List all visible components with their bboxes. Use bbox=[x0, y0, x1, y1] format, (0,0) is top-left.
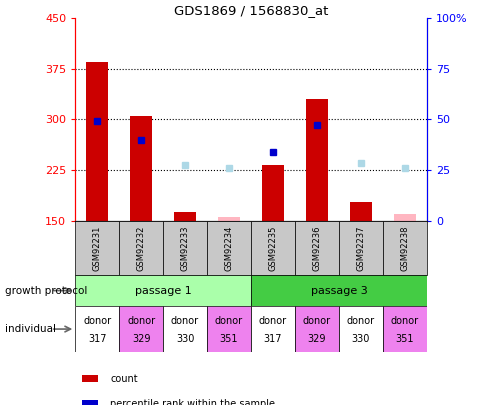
Bar bbox=[130, 116, 152, 221]
Bar bbox=[75, 306, 119, 352]
Text: donor: donor bbox=[127, 315, 155, 326]
Text: 351: 351 bbox=[395, 334, 413, 344]
Bar bbox=[294, 221, 338, 275]
Text: GSM92231: GSM92231 bbox=[92, 225, 102, 271]
Bar bbox=[207, 221, 251, 275]
Text: GSM92235: GSM92235 bbox=[268, 225, 277, 271]
Bar bbox=[218, 217, 240, 221]
Text: growth protocol: growth protocol bbox=[5, 286, 87, 296]
Bar bbox=[82, 401, 98, 405]
Bar bbox=[86, 62, 108, 221]
Bar bbox=[393, 214, 415, 221]
Bar bbox=[119, 221, 163, 275]
Bar bbox=[82, 375, 98, 382]
Text: GSM92238: GSM92238 bbox=[399, 225, 408, 271]
Bar bbox=[338, 221, 382, 275]
Text: GSM92236: GSM92236 bbox=[312, 225, 321, 271]
Bar bbox=[119, 306, 163, 352]
Bar bbox=[251, 275, 426, 306]
Text: count: count bbox=[110, 374, 137, 384]
Bar bbox=[251, 221, 294, 275]
Text: 317: 317 bbox=[88, 334, 106, 344]
Text: GSM92234: GSM92234 bbox=[224, 225, 233, 271]
Bar bbox=[382, 221, 426, 275]
Bar bbox=[207, 306, 251, 352]
Text: passage 3: passage 3 bbox=[310, 286, 366, 296]
Title: GDS1869 / 1568830_at: GDS1869 / 1568830_at bbox=[173, 4, 328, 17]
Text: percentile rank within the sample: percentile rank within the sample bbox=[110, 399, 275, 405]
Bar bbox=[294, 306, 338, 352]
Bar bbox=[75, 275, 251, 306]
Bar bbox=[305, 99, 327, 221]
Text: 329: 329 bbox=[132, 334, 150, 344]
Bar bbox=[382, 306, 426, 352]
Bar bbox=[163, 306, 207, 352]
Bar bbox=[75, 221, 119, 275]
Text: donor: donor bbox=[346, 315, 374, 326]
Text: donor: donor bbox=[258, 315, 287, 326]
Bar bbox=[163, 221, 207, 275]
Text: donor: donor bbox=[214, 315, 242, 326]
Text: individual: individual bbox=[5, 324, 56, 334]
Text: donor: donor bbox=[171, 315, 199, 326]
Text: passage 1: passage 1 bbox=[135, 286, 191, 296]
Text: donor: donor bbox=[390, 315, 418, 326]
Text: 330: 330 bbox=[176, 334, 194, 344]
Text: GSM92232: GSM92232 bbox=[136, 225, 145, 271]
Text: GSM92237: GSM92237 bbox=[356, 225, 364, 271]
Text: 317: 317 bbox=[263, 334, 282, 344]
Bar bbox=[174, 212, 196, 221]
Text: 330: 330 bbox=[351, 334, 369, 344]
Text: 351: 351 bbox=[219, 334, 238, 344]
Bar bbox=[349, 202, 371, 221]
Text: donor: donor bbox=[302, 315, 330, 326]
Bar bbox=[251, 306, 294, 352]
Text: 329: 329 bbox=[307, 334, 326, 344]
Text: donor: donor bbox=[83, 315, 111, 326]
Text: GSM92233: GSM92233 bbox=[180, 225, 189, 271]
Bar bbox=[338, 306, 382, 352]
Bar bbox=[261, 165, 283, 221]
